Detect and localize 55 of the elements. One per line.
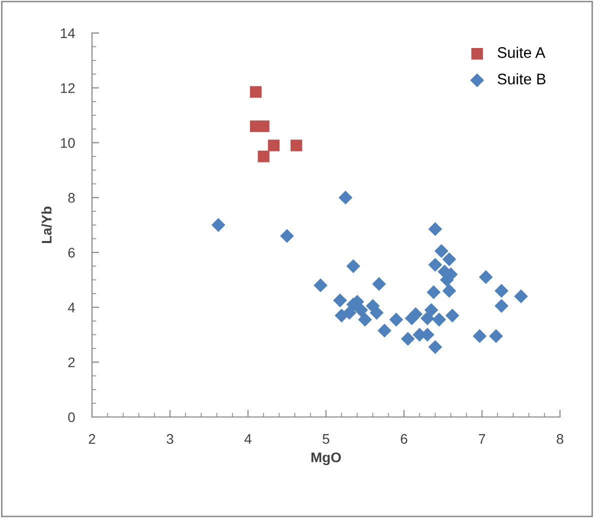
- x-axis-title: MgO: [312, 452, 341, 466]
- point: [358, 312, 372, 327]
- point: [342, 306, 356, 320]
- point: [333, 293, 347, 308]
- point: [428, 258, 442, 272]
- point: [314, 278, 328, 292]
- legend-label: Suite B: [498, 73, 546, 84]
- point: [426, 285, 441, 300]
- x-tick-label: 8: [556, 434, 564, 444]
- y-tick-label: 6: [68, 248, 75, 258]
- point: [489, 329, 503, 344]
- point: [472, 329, 487, 344]
- x-tick-label: 4: [244, 434, 252, 444]
- point: [428, 340, 442, 354]
- point: [280, 229, 294, 243]
- point: [258, 150, 270, 162]
- point: [442, 284, 456, 298]
- point: [478, 270, 493, 284]
- point: [408, 307, 423, 322]
- point: [290, 140, 302, 152]
- point: [346, 259, 360, 274]
- point: [250, 86, 262, 98]
- y-tick-label: 0: [68, 412, 75, 422]
- point: [370, 306, 384, 320]
- point: [268, 140, 280, 152]
- point: [354, 303, 368, 317]
- point: [428, 222, 442, 236]
- x-tick-label: 3: [166, 434, 174, 444]
- point: [400, 332, 415, 346]
- y-tick-label: 4: [68, 302, 75, 312]
- y-tick-label: 12: [60, 83, 75, 93]
- y-tick-label: 10: [60, 138, 75, 148]
- point: [494, 298, 508, 313]
- point: [514, 289, 528, 304]
- y-tick-label: 14: [60, 28, 75, 38]
- point: [432, 312, 446, 327]
- legend-label: Suite A: [498, 46, 546, 58]
- point: [372, 277, 386, 291]
- point: [258, 120, 270, 132]
- point: [445, 308, 460, 322]
- point: [211, 218, 226, 232]
- point: [434, 244, 448, 258]
- point: [378, 324, 392, 338]
- x-tick-label: 5: [322, 434, 330, 444]
- point: [424, 303, 438, 317]
- point: [442, 252, 456, 266]
- x-tick-label: 7: [478, 434, 486, 444]
- point: [389, 312, 404, 327]
- x-tick-label: 2: [88, 434, 96, 444]
- y-tick-label: 2: [68, 357, 75, 368]
- point: [494, 284, 508, 298]
- x-tick-label: 6: [400, 434, 408, 444]
- y-tick-label: 8: [68, 192, 75, 203]
- point: [338, 190, 352, 205]
- y-axis-title: La/Yb: [41, 206, 52, 243]
